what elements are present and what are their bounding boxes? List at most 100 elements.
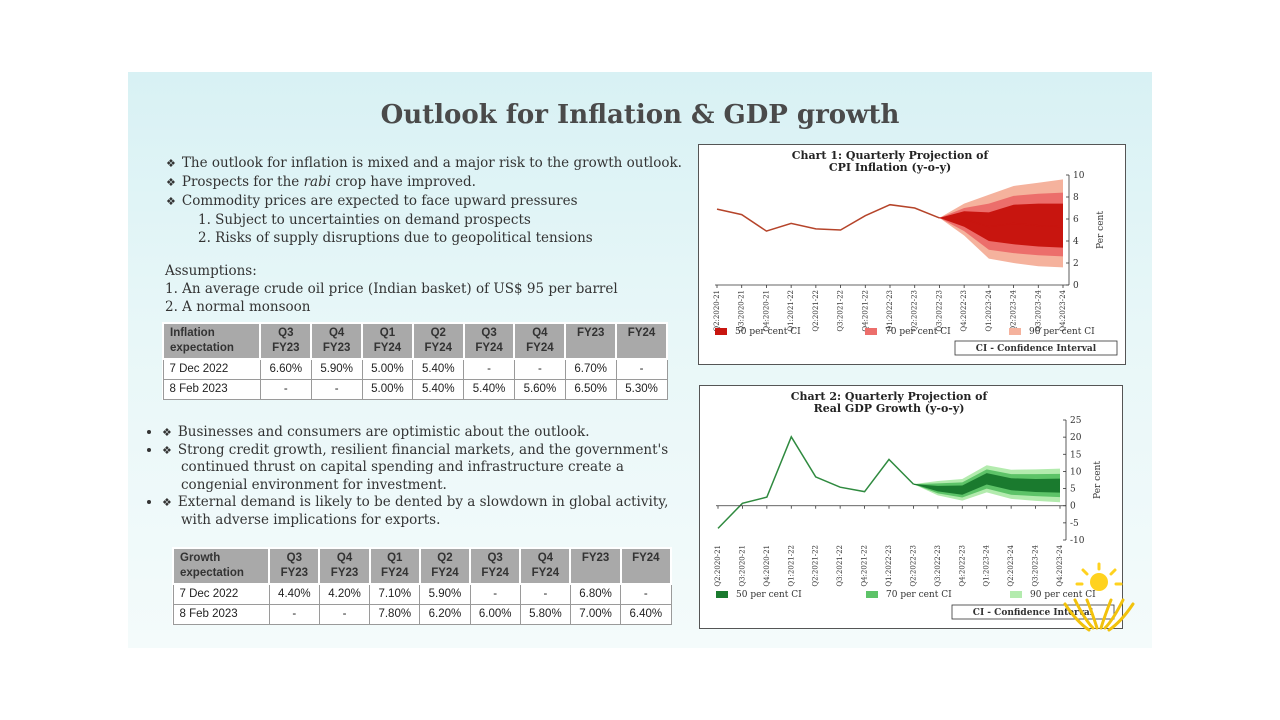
y-tick-label: 2 bbox=[1073, 259, 1079, 269]
legend-label: 50 per cent CI bbox=[735, 327, 801, 337]
ci-note-box bbox=[954, 340, 1118, 356]
table-cell: 5.40% bbox=[412, 379, 465, 400]
header-line: FY24 bbox=[431, 567, 459, 579]
assumptions-block: Assumptions: 1. An average crude oil pri… bbox=[165, 262, 618, 316]
header-line: FY23 bbox=[280, 567, 309, 579]
y-tick-label: -10 bbox=[1070, 536, 1085, 546]
header-line: FY24 bbox=[481, 567, 509, 579]
ci-note-text: CI - Confidence Interval bbox=[976, 344, 1097, 354]
header-line: FY23 bbox=[322, 342, 351, 354]
slide: Outlook for Inflation & GDP growth The o… bbox=[128, 72, 1152, 648]
table-cell: 6.00% bbox=[469, 604, 521, 625]
y-tick-label: 10 bbox=[1070, 467, 1082, 477]
legend-swatch-ci70 bbox=[865, 328, 877, 335]
table-header: Q1 FY24 bbox=[368, 547, 421, 585]
sun-logo-icon bbox=[1063, 562, 1135, 632]
table-cell: 5.40% bbox=[412, 358, 465, 380]
header-line: FY23 bbox=[330, 567, 359, 579]
header-line: FY24 bbox=[531, 567, 560, 579]
header-line: Q4 bbox=[336, 552, 353, 564]
table-row: 7 Dec 2022 6.60% 5.90% 5.00% 5.40% - -6.70% - bbox=[162, 358, 668, 380]
x-tick-label: Q2:2021-22 bbox=[812, 290, 820, 332]
x-tick-label: Q4:2020-21 bbox=[763, 545, 771, 587]
top-bullet-list: The outlook for inflation is mixed and a… bbox=[166, 154, 686, 247]
table-header: Q3 FY24 bbox=[462, 322, 516, 360]
table-cell: 6.40% bbox=[620, 604, 672, 625]
sub-item: 1. Subject to uncertainties on demand pr… bbox=[198, 212, 531, 228]
legend-label: 90 per cent CI bbox=[1029, 327, 1095, 337]
y-axis-label: Per cent bbox=[1093, 461, 1103, 499]
table-cell: 5.60% bbox=[513, 379, 566, 400]
header-line: FY23 bbox=[576, 327, 605, 339]
header-line: Q4 bbox=[328, 327, 345, 339]
table-cell: 5.80% bbox=[519, 604, 571, 625]
header-line: Inflation bbox=[170, 327, 215, 339]
table-cell: - bbox=[519, 583, 571, 605]
x-tick-label: Q1:2022-23 bbox=[885, 545, 893, 587]
inflation-expectation-table: Inflation expectation Q3 FY23 Q4 FY23 Q1 FY24 Q2… bbox=[161, 322, 668, 400]
header-line bbox=[575, 566, 615, 581]
header-line: Q4 bbox=[532, 327, 548, 339]
assumption-item: 2. A normal monsoon bbox=[165, 299, 311, 315]
header-line bbox=[570, 341, 611, 356]
x-tick-label: Q4:2023-24 bbox=[1056, 544, 1064, 586]
growth-expectation-table: Growth expectation Q3 FY23 Q4 FY23 Q1 FY24 Q2 FY2… bbox=[171, 547, 673, 625]
bullet-item: Strong credit growth, resilient financia… bbox=[162, 442, 677, 495]
y-tick-label: 5 bbox=[1070, 485, 1076, 495]
table-cell: 6.80% bbox=[569, 583, 622, 605]
x-tick-label: Q3:2023-24 bbox=[1034, 289, 1042, 331]
table-header: FY24 bbox=[619, 547, 673, 585]
table-cell: 6.50% bbox=[564, 379, 617, 400]
x-tick-label: Q4:2021-22 bbox=[861, 290, 869, 332]
chart-title: Chart 2: Quarterly Projection of bbox=[791, 390, 989, 403]
y-tick-label: 15 bbox=[1070, 450, 1082, 460]
table-header: FY23 bbox=[564, 322, 618, 360]
x-tick-label: Q2:2022-23 bbox=[911, 290, 919, 332]
header-line: Q1 bbox=[387, 552, 403, 564]
y-tick-label: 10 bbox=[1073, 171, 1085, 181]
cpi-inflation-chart: Chart 1: Quarterly Projection of CPI Infl… bbox=[698, 144, 1126, 365]
header-line: FY24 bbox=[526, 342, 554, 354]
legend-label: 90 per cent CI bbox=[1030, 590, 1096, 600]
table-cell: - bbox=[268, 604, 320, 625]
table-header: Q3 FY23 bbox=[259, 322, 313, 360]
legend-label: 70 per cent CI bbox=[886, 590, 952, 600]
row-date-cell: 7 Dec 2022 bbox=[172, 583, 270, 605]
fan-center-line bbox=[913, 477, 1061, 491]
table-header: Q2 FY24 bbox=[411, 322, 465, 360]
assumption-item: 1. An average crude oil price (Indian ba… bbox=[165, 281, 618, 297]
table-header-first: Growth expectation bbox=[171, 547, 271, 585]
table-cell: - bbox=[318, 604, 371, 625]
bullet-item: External demand is likely to be dented b… bbox=[162, 494, 677, 529]
chart-subtitle: Real GDP Growth (y-o-y) bbox=[814, 402, 965, 415]
row-date-cell: 7 Dec 2022 bbox=[162, 358, 261, 380]
table-header-first: Inflation expectation bbox=[161, 322, 262, 360]
header-line: Q1 bbox=[379, 327, 396, 339]
gdp-growth-chart: Chart 2: Quarterly Projection of Real GDP… bbox=[699, 385, 1123, 629]
header-line bbox=[626, 566, 666, 581]
x-tick-label: Q3:2020-21 bbox=[738, 545, 746, 587]
row-date-cell: 8 Feb 2023 bbox=[172, 604, 270, 625]
sub-item: 2. Risks of supply disruptions due to ge… bbox=[198, 230, 593, 246]
x-tick-label: Q2:2022-23 bbox=[909, 545, 917, 587]
header-line: Q3 bbox=[487, 552, 503, 564]
x-tick-label: Q1:2022-23 bbox=[886, 290, 894, 332]
x-tick-label: Q3:2022-23 bbox=[934, 545, 942, 587]
legend-label: 50 per cent CI bbox=[736, 590, 802, 600]
slide-title: Outlook for Inflation & GDP growth bbox=[380, 100, 900, 130]
bullet-item: Businesses and consumers are optimistic … bbox=[162, 424, 677, 442]
x-tick-label: Q4:2021-22 bbox=[861, 545, 869, 587]
x-tick-label: Q3:2023-24 bbox=[1032, 544, 1040, 586]
header-line: Q3 bbox=[286, 552, 303, 564]
table-cell: 6.20% bbox=[419, 604, 471, 625]
y-axis-label: Per cent bbox=[1096, 211, 1106, 249]
x-tick-label: Q2:2020-21 bbox=[714, 545, 722, 587]
header-line: Q2 bbox=[437, 552, 453, 564]
header-line: Growth bbox=[180, 552, 221, 564]
bullet-text: crop have improved. bbox=[331, 174, 476, 190]
table-cell: 5.90% bbox=[310, 358, 363, 380]
header-line: FY24 bbox=[381, 567, 409, 579]
table-header: Q2 FY24 bbox=[418, 547, 472, 585]
table-header: Q3 FY23 bbox=[268, 547, 321, 585]
bullet-item: Commodity prices are expected to face up… bbox=[166, 192, 686, 211]
